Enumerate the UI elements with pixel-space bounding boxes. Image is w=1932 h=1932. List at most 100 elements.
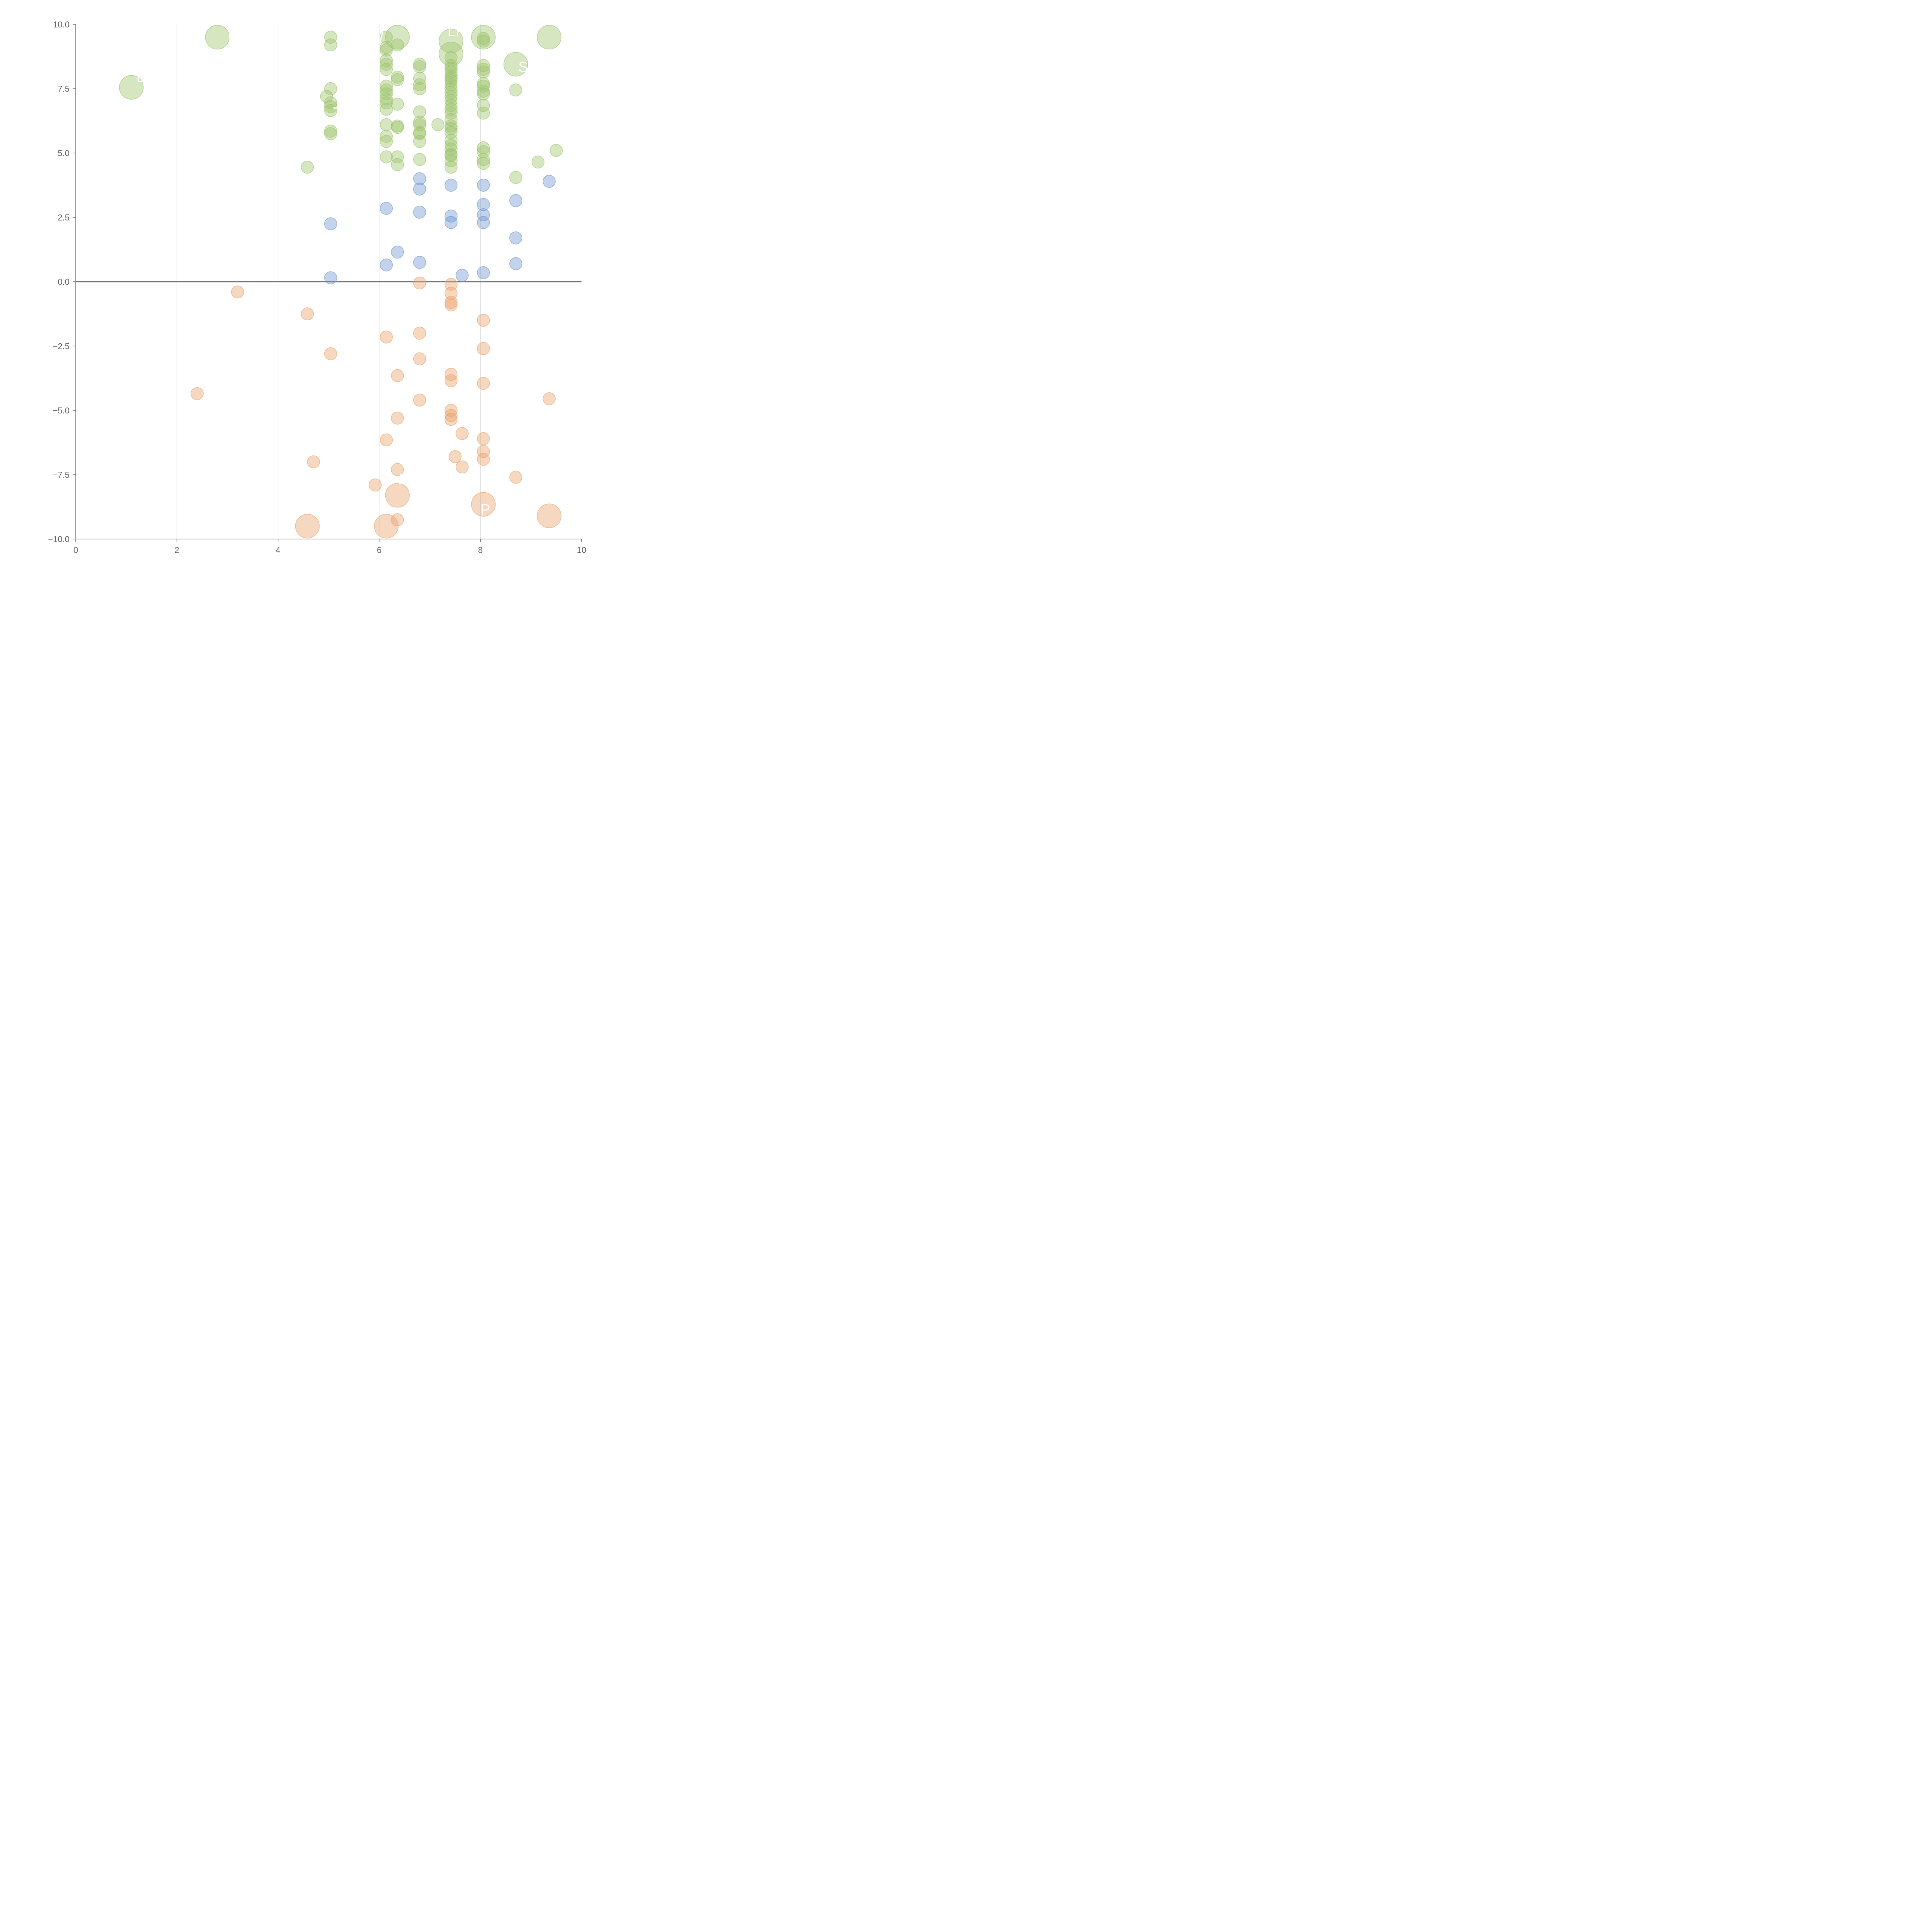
data-point-low bbox=[537, 503, 561, 528]
data-point-high bbox=[379, 129, 393, 143]
data-point-high bbox=[324, 38, 337, 52]
data-point-high bbox=[444, 74, 458, 88]
data-point-high bbox=[444, 133, 458, 147]
data-point-high bbox=[503, 52, 528, 77]
data-point-high bbox=[444, 61, 458, 75]
data-point-high bbox=[324, 96, 337, 109]
annotation-label: A bbox=[339, 31, 349, 47]
axes: 0 2 4 6 8 10 −10.0 −7.5 −5.0 −2.5 0.0 2.5 5.0 7.5 10.0 bbox=[48, 20, 586, 555]
data-point-high bbox=[439, 41, 464, 66]
annotations: L L A / LR SH Y / - J P Y W bbox=[136, 23, 539, 518]
data-point-low bbox=[477, 432, 490, 446]
data-point-high bbox=[444, 149, 458, 162]
data-point-high bbox=[301, 160, 314, 174]
data-point-low bbox=[231, 285, 244, 299]
data-point-low bbox=[369, 478, 382, 492]
data-point-high bbox=[444, 51, 458, 65]
data-point-low bbox=[307, 455, 320, 468]
data-point-middle bbox=[543, 175, 556, 188]
data-point-low bbox=[413, 393, 426, 407]
data-point-high bbox=[324, 104, 337, 117]
data-point-middle bbox=[509, 194, 522, 207]
data-point-low bbox=[543, 392, 556, 405]
data-point-low bbox=[444, 374, 458, 388]
data-point-middle bbox=[477, 208, 490, 221]
data-point-high bbox=[324, 82, 337, 95]
data-point-middle bbox=[456, 269, 469, 282]
annotation-label: Y bbox=[283, 498, 293, 514]
data-point-high bbox=[391, 150, 404, 163]
data-point-middle bbox=[477, 198, 490, 211]
annotation-label: L bbox=[228, 26, 236, 42]
data-point-low bbox=[374, 514, 399, 539]
data-point-high bbox=[379, 43, 393, 57]
data-point-high bbox=[477, 80, 490, 93]
x-tick-label: 4 bbox=[276, 545, 280, 555]
data-point-middle bbox=[444, 216, 458, 229]
data-point-high bbox=[379, 87, 393, 100]
data-point-low bbox=[456, 427, 469, 440]
data-point-high bbox=[444, 99, 458, 112]
data-point-middle bbox=[509, 231, 522, 245]
data-point-high bbox=[444, 122, 458, 135]
data-point-high bbox=[477, 99, 490, 112]
data-point-high bbox=[477, 65, 490, 78]
scatter-chart: 0 2 4 6 8 10 −10.0 −7.5 −5.0 −2.5 0.0 2.5 5.0 7.5 10.0… bbox=[48, 20, 586, 555]
data-point-middle bbox=[509, 257, 522, 270]
data-point-low bbox=[379, 330, 393, 344]
data-point-high bbox=[413, 118, 426, 131]
data-point-middle bbox=[413, 206, 426, 219]
data-point-low bbox=[444, 413, 458, 426]
data-point-middle bbox=[379, 258, 393, 272]
data-point-high bbox=[431, 118, 444, 131]
data-point-high bbox=[379, 150, 393, 163]
data-point-low bbox=[301, 307, 314, 320]
data-point-high bbox=[477, 34, 490, 48]
data-point-middle bbox=[477, 179, 490, 192]
data-point-high bbox=[391, 73, 404, 86]
x-tick-label: 0 bbox=[73, 545, 78, 555]
data-point-high bbox=[324, 31, 337, 44]
data-point-high bbox=[385, 25, 410, 50]
data-point-high bbox=[413, 78, 426, 92]
data-point-high bbox=[537, 25, 561, 50]
data-point-low bbox=[385, 483, 410, 508]
data-point-low bbox=[471, 492, 496, 517]
data-point-high bbox=[444, 139, 458, 152]
data-point-low bbox=[444, 409, 458, 422]
data-point-high bbox=[531, 155, 545, 169]
data-point-low bbox=[391, 412, 404, 425]
data-point-high bbox=[444, 86, 458, 99]
data-point-low bbox=[477, 342, 490, 355]
data-point-high bbox=[379, 103, 393, 116]
data-point-high bbox=[324, 127, 337, 140]
data-point-middle bbox=[477, 216, 490, 229]
data-point-low bbox=[324, 347, 337, 361]
y-tick-label: 0.0 bbox=[58, 277, 70, 287]
data-point-low bbox=[295, 514, 320, 539]
data-point-low bbox=[477, 314, 490, 327]
data-point-high bbox=[379, 58, 393, 71]
x-tick-label: 10 bbox=[577, 545, 586, 555]
data-point-high bbox=[477, 107, 490, 120]
data-point-high bbox=[439, 29, 464, 54]
x-tick-label: 8 bbox=[478, 545, 483, 555]
data-point-high bbox=[379, 83, 393, 97]
data-point-low bbox=[391, 369, 404, 382]
y-tick-label: 10.0 bbox=[53, 20, 70, 29]
data-point-high bbox=[379, 118, 393, 131]
data-point-high bbox=[471, 25, 496, 50]
data-point-high bbox=[509, 83, 522, 97]
data-point-low bbox=[444, 277, 458, 291]
data-point-high bbox=[509, 171, 522, 184]
data-point-high bbox=[444, 90, 458, 103]
data-point-high bbox=[444, 78, 458, 92]
annotation-label: L bbox=[136, 70, 145, 86]
data-point-high bbox=[413, 60, 426, 73]
data-point-low bbox=[477, 445, 490, 458]
data-point-high bbox=[324, 100, 337, 113]
data-point-middle bbox=[379, 202, 393, 215]
x-tick-label: 6 bbox=[377, 545, 381, 555]
data-point-low bbox=[379, 433, 393, 447]
y-tick-label: −7.5 bbox=[53, 470, 70, 480]
